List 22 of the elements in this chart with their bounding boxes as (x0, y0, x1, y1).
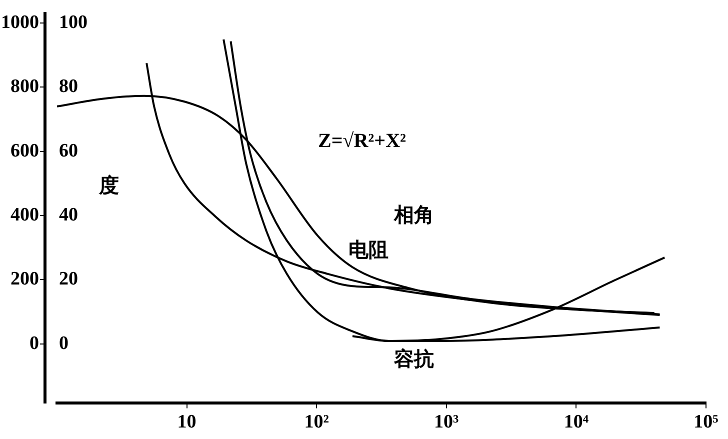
x-tick-label: 10² (304, 412, 330, 433)
annotation: 电阻 (348, 239, 389, 262)
y-tick-label: 600 (10, 140, 39, 162)
annotation: Z=√R²+X² (318, 130, 406, 152)
y2-tick-label: 100 (59, 12, 88, 33)
y2-tick-label: 80 (59, 76, 78, 98)
annotation: 相角 (392, 204, 434, 226)
y2-tick-label: 20 (59, 268, 78, 290)
y-tick-label: 800 (10, 76, 39, 98)
y-tick-label: 200 (10, 268, 39, 290)
annotation: 容抗 (392, 347, 434, 370)
x-tick-label: 10⁴ (564, 412, 589, 433)
x-tick-label: 10 (177, 412, 196, 433)
y2-tick-label: 60 (59, 140, 78, 162)
y-tick-label: 1000 (1, 12, 39, 33)
y2-tick-label: 0 (59, 332, 68, 354)
x-tick-label: 10⁵ (694, 412, 719, 433)
y-tick-label: 0 (30, 332, 39, 354)
y2-tick-label: 40 (59, 204, 78, 226)
y2-axis-title: 度 (98, 174, 119, 197)
y-tick-label: 400 (10, 204, 39, 226)
x-tick-label: 10³ (434, 412, 460, 433)
